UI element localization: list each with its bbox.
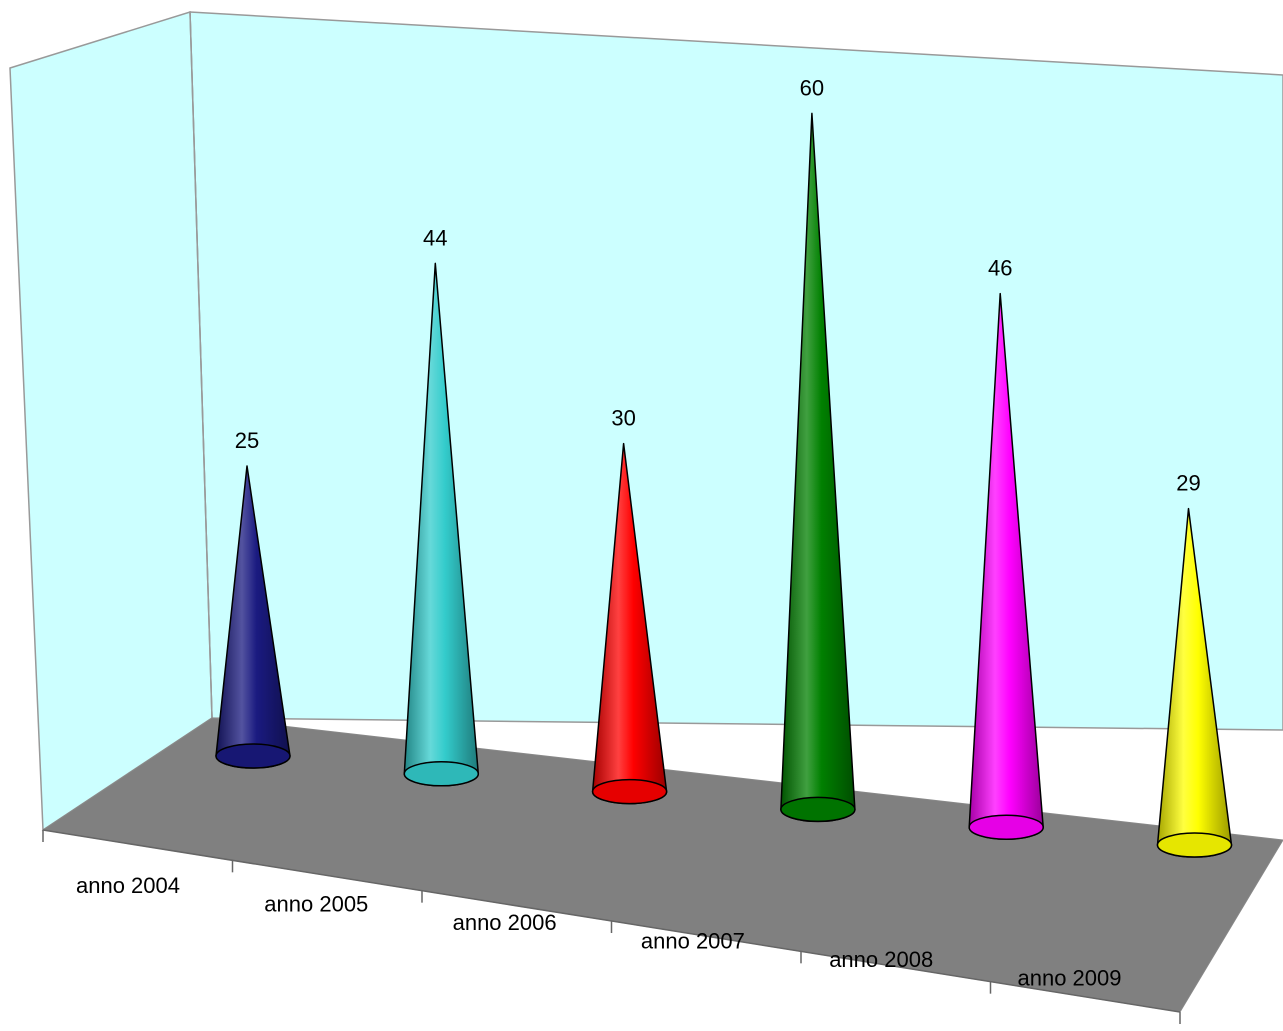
value-label-anno-2005: 44 — [423, 225, 447, 250]
back-wall — [189, 11, 1283, 731]
value-label-anno-2004: 25 — [235, 428, 259, 453]
value-labels: 25 44 30 60 46 29 — [235, 75, 1201, 495]
value-label-anno-2007: 60 — [800, 75, 824, 100]
value-label-anno-2008: 46 — [988, 256, 1012, 281]
cone-anno-2005 — [403, 262, 480, 787]
wall-corner-edge — [189, 11, 213, 719]
cones — [215, 112, 1233, 858]
cone-base — [1156, 832, 1233, 858]
category-labels: anno 2004 anno 2005 anno 2006 anno 2007 anno… — [76, 873, 1122, 991]
category-label-anno-2007: anno 2007 — [641, 929, 745, 954]
value-label-anno-2009: 29 — [1176, 471, 1200, 496]
cone-anno-2008 — [968, 292, 1044, 840]
cone-base — [591, 778, 668, 805]
category-label-anno-2009: anno 2009 — [1018, 966, 1122, 991]
cone-anno-2009 — [1156, 507, 1233, 858]
category-label-anno-2006: anno 2006 — [453, 910, 557, 935]
x-axis-ticks — [42, 830, 1181, 1024]
cone-anno-2004 — [215, 465, 291, 769]
cone-base — [780, 796, 856, 823]
side-wall — [9, 10, 213, 832]
category-label-anno-2005: anno 2005 — [264, 892, 368, 917]
category-label-anno-2004: anno 2004 — [76, 873, 180, 898]
cone-anno-2007 — [780, 112, 856, 823]
cone-base — [403, 761, 480, 787]
category-label-anno-2008: anno 2008 — [829, 947, 933, 972]
cone-base — [215, 743, 291, 769]
cone-base — [968, 814, 1044, 840]
cone-anno-2006 — [591, 442, 668, 805]
value-label-anno-2006: 30 — [611, 406, 635, 431]
